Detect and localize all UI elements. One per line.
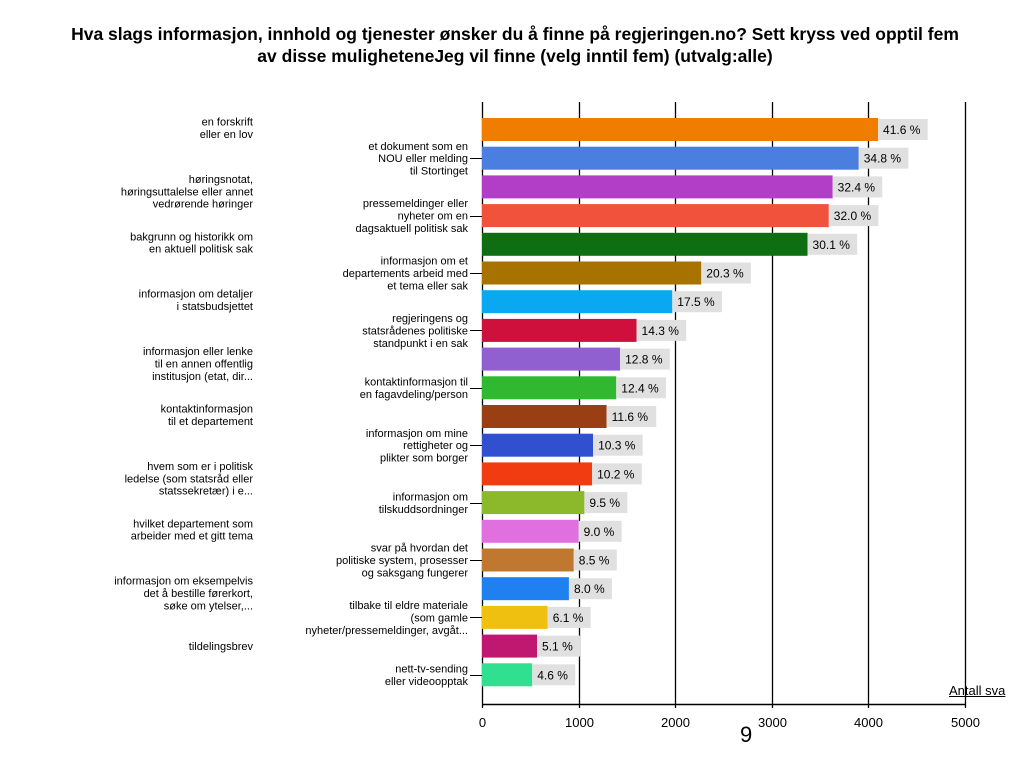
category-label: en forskrift eller en lov [200, 117, 254, 141]
value-label-box [584, 492, 628, 514]
bar [482, 491, 585, 515]
value-label: 10.3 % [598, 439, 636, 453]
chart-title: Hva slags informasjon, innhold og tjenes… [60, 23, 970, 67]
category-label: pressemeldinger eller nyheter om en dagsak… [355, 198, 468, 235]
category-label: hvilket departement som arbeider med et g… [131, 518, 254, 542]
bar [482, 290, 673, 314]
value-label-box [547, 606, 591, 628]
value-label: 4.6 % [537, 668, 568, 682]
x-tick-label: 0 [479, 715, 486, 730]
bar [482, 433, 594, 457]
value-label: 9.0 % [584, 525, 615, 539]
bar [482, 261, 702, 285]
value-label-box [606, 406, 657, 427]
category-label: høringsnotat, høringsuttalelse eller anne… [121, 174, 253, 211]
category-label: informasjon om mine rettigheter og plikter… [366, 428, 468, 465]
category-label: hvem som er i politisk ledelse (som stats… [125, 461, 254, 498]
value-label: 32.4 % [838, 180, 876, 194]
category-label: regjeringens og statsrådenes politiske sta… [362, 313, 468, 350]
value-label: 5.1 % [542, 640, 573, 654]
value-label-box [701, 262, 751, 284]
category-label: informasjon om eksempelvis det å bestille… [114, 576, 253, 613]
value-label-box [568, 578, 612, 600]
category-label: kontaktinformasjon til en fagavdeling/per… [360, 377, 468, 401]
bar [482, 605, 548, 629]
value-label: 11.6 % [612, 410, 649, 424]
value-label: 41.6 % [883, 123, 921, 137]
bar [482, 204, 829, 228]
category-label: et dokument som en NOU eller melding til S… [368, 141, 468, 178]
bar [482, 175, 833, 199]
category-label: informasjon om detaljer i statsbudsjettet [139, 289, 254, 313]
category-label: bakgrunn og historikk om en aktuell polit… [130, 231, 253, 255]
x-tick-label: 4000 [854, 715, 883, 730]
value-label: 8.0 % [574, 582, 605, 596]
bar [482, 663, 533, 687]
bar [482, 519, 579, 543]
value-label: 17.5 % [677, 295, 715, 309]
x-tick-label: 2000 [661, 715, 690, 730]
value-label-box [832, 176, 883, 198]
value-label-box [573, 549, 617, 571]
value-label: 32.0 % [834, 209, 872, 223]
value-label: 34.8 % [864, 152, 902, 166]
value-label: 8.5 % [579, 554, 610, 568]
bar [482, 376, 617, 400]
value-label: 30.1 % [813, 238, 851, 252]
bar [482, 548, 574, 572]
value-label-box [578, 520, 622, 542]
bar [482, 577, 569, 601]
value-label-box [636, 319, 687, 341]
value-label-box [878, 119, 928, 140]
category-label: informasjon om tilskuddsordninger [379, 491, 469, 515]
value-label: 6.1 % [553, 611, 584, 625]
chart-title-main: Hva slags informasjon, innhold og tjenes… [71, 24, 959, 66]
value-label: 14.3 % [642, 324, 680, 338]
value-label: 20.3 % [706, 267, 744, 281]
bar [482, 347, 621, 371]
category-label: kontaktinformasjon til et departement [161, 404, 253, 428]
chart-title-suffix: Jeg vil finne (velg inntil fem) (utvalg:… [434, 46, 773, 66]
bar [482, 118, 879, 141]
bar [482, 146, 859, 170]
value-label: 10.2 % [597, 467, 635, 481]
bar [482, 405, 607, 428]
category-label: informasjon eller lenke til en annen offe… [143, 346, 253, 383]
value-label-box [532, 664, 576, 686]
category-label: informasjon om et departements arbeid med… [343, 256, 469, 293]
category-label: tilbake til eldre materiale (som gamle nyh… [305, 600, 468, 637]
page-number: 9 [740, 722, 753, 747]
bar [482, 232, 808, 256]
axes: 0 1000 2000 3000 4000 5000 [470, 158, 980, 730]
value-label-box [828, 205, 879, 227]
value-label-box [593, 434, 643, 456]
bar [482, 462, 593, 486]
value-label: 9.5 % [589, 496, 620, 510]
category-labels: en forskrift eller en lov et dokument som … [114, 117, 468, 689]
value-label-box [537, 635, 581, 657]
value-label-box [592, 463, 642, 485]
x-axis-label: Antall sva [949, 683, 1006, 698]
bar [482, 318, 637, 342]
x-tick-label: 3000 [758, 715, 787, 730]
value-label-box [858, 147, 909, 169]
x-tick-label: 5000 [951, 715, 980, 730]
value-label: 12.8 % [625, 353, 663, 367]
bar-series: 41.6 % 34.8 % 32.4 % 32.0 % 30.1 % 20.3 % 17.5… [482, 118, 928, 687]
value-label-box [807, 233, 858, 255]
value-label-box [672, 291, 722, 313]
category-label: nett-tv-sending eller videoopptak [385, 664, 469, 688]
value-label: 12.4 % [621, 381, 659, 395]
bar [482, 634, 538, 658]
category-label: tildelingsbrev [189, 641, 254, 653]
value-label-box [620, 348, 670, 370]
value-label-box [616, 377, 666, 399]
x-tick-label: 1000 [565, 715, 594, 730]
category-label: svar på hvordan det politiske system, pro… [336, 543, 468, 580]
